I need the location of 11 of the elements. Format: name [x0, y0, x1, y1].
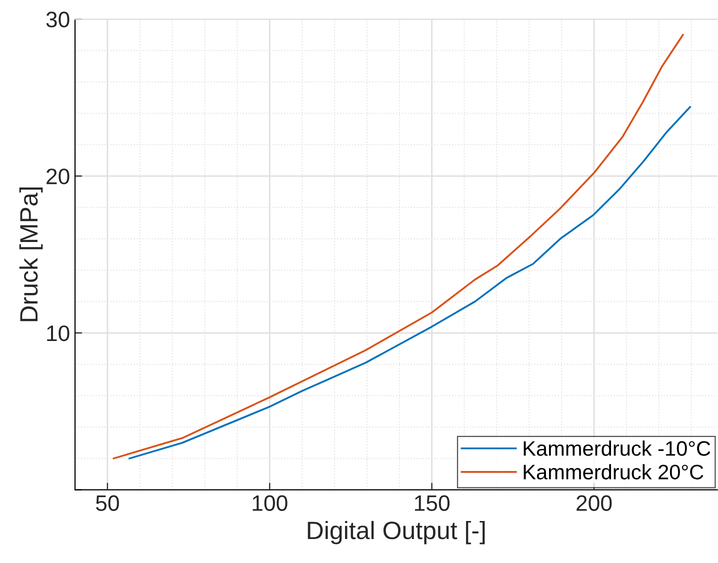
- x-tick-label: 200: [576, 495, 612, 511]
- y-tick-label: 30: [46, 12, 70, 28]
- y-axis-title: Druck [MPa]: [19, 187, 43, 322]
- legend-label: Kammerdruck -10°C: [524, 440, 710, 456]
- x-tick-label: 50: [96, 495, 119, 511]
- x-tick-label: 150: [414, 495, 450, 511]
- legend-label: Kammerdruck 20°C: [524, 464, 704, 480]
- x-axis-title: Digital Output [-]: [308, 520, 485, 544]
- y-tick-label: 10: [47, 325, 70, 342]
- y-tick-label: 20: [46, 168, 70, 184]
- x-tick-label: 100: [252, 495, 288, 511]
